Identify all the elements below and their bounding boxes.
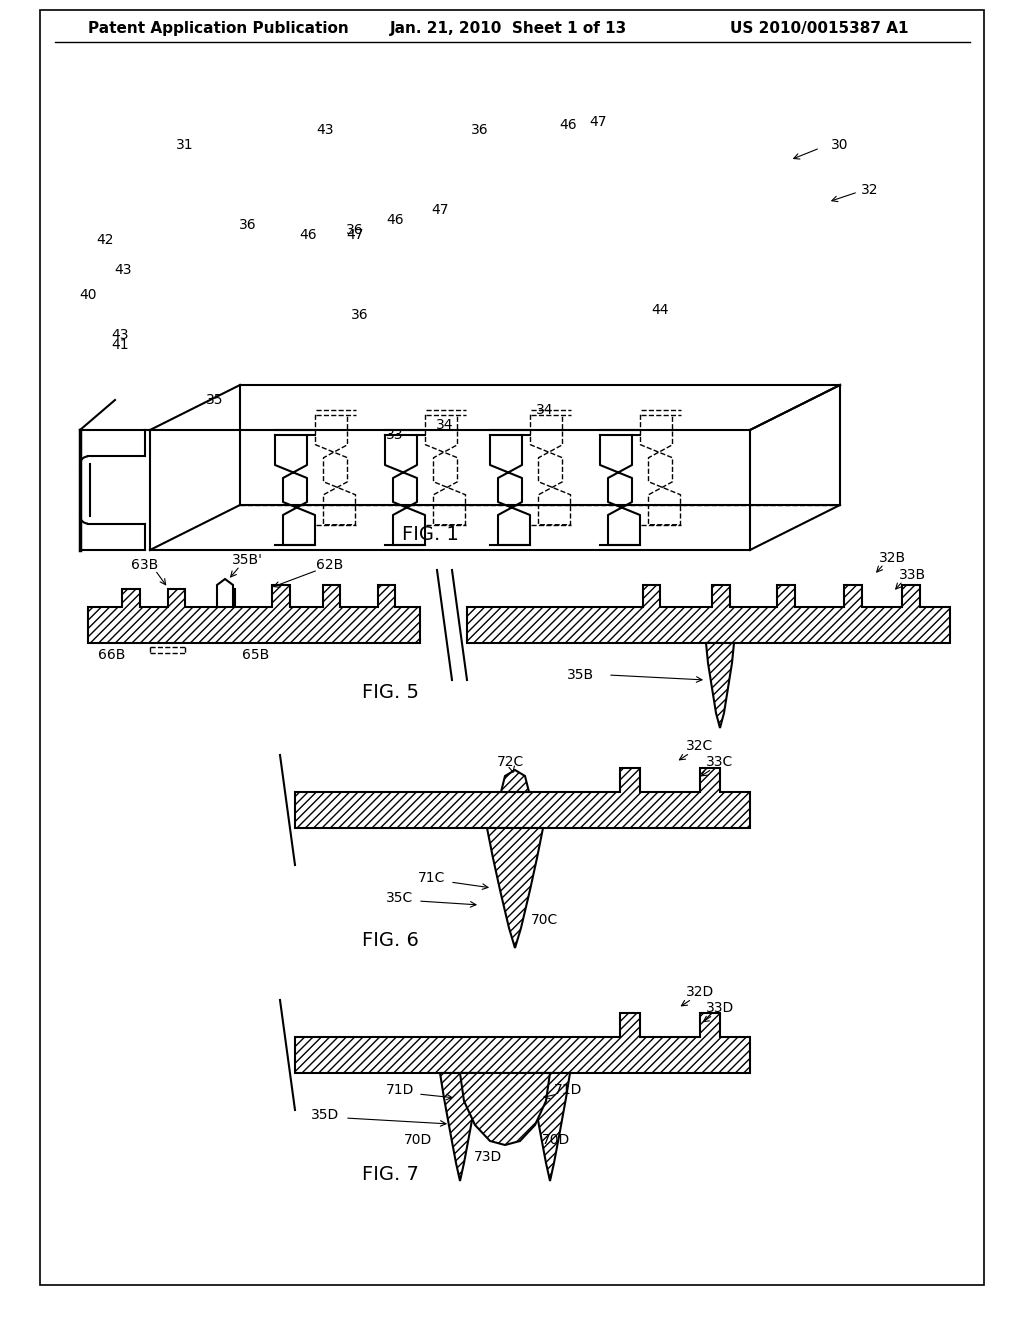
Text: FIG. 6: FIG. 6: [361, 931, 419, 949]
Text: 71D: 71D: [386, 1082, 414, 1097]
Polygon shape: [217, 579, 233, 607]
Text: 31: 31: [176, 139, 194, 152]
Text: 46: 46: [559, 117, 577, 132]
Text: 70C: 70C: [531, 913, 559, 927]
Text: 73D: 73D: [474, 1150, 502, 1164]
Text: 40: 40: [79, 288, 96, 302]
Polygon shape: [487, 828, 543, 948]
Text: 70D: 70D: [403, 1133, 432, 1147]
Text: 44: 44: [651, 304, 669, 317]
Text: 41: 41: [112, 338, 129, 352]
Text: 33B: 33B: [898, 568, 926, 582]
Text: 34: 34: [436, 418, 454, 432]
Text: 32D: 32D: [686, 985, 714, 999]
Text: 47: 47: [431, 203, 449, 216]
Text: 35D: 35D: [311, 1107, 339, 1122]
Text: 35: 35: [206, 393, 224, 407]
Text: 35B: 35B: [566, 668, 594, 682]
Text: 42: 42: [96, 234, 114, 247]
Text: 33: 33: [386, 428, 403, 442]
Text: 36: 36: [240, 218, 257, 232]
Polygon shape: [460, 1073, 550, 1144]
Text: 33C: 33C: [707, 755, 733, 770]
Text: US 2010/0015387 A1: US 2010/0015387 A1: [730, 21, 908, 36]
Text: 71C: 71C: [419, 871, 445, 884]
Polygon shape: [295, 768, 750, 828]
Text: 32B: 32B: [879, 550, 905, 565]
Text: 47: 47: [346, 228, 364, 242]
Polygon shape: [530, 1073, 570, 1181]
Text: 35C: 35C: [386, 891, 414, 906]
Text: FIG. 7: FIG. 7: [361, 1166, 419, 1184]
Text: 35B': 35B': [231, 553, 262, 568]
Text: 46: 46: [386, 213, 403, 227]
Text: 36: 36: [351, 308, 369, 322]
Text: 43: 43: [115, 263, 132, 277]
Text: 72C: 72C: [497, 755, 523, 770]
Text: 34: 34: [537, 403, 554, 417]
Text: Patent Application Publication: Patent Application Publication: [88, 21, 349, 36]
Text: 63B: 63B: [131, 558, 159, 572]
Text: 30: 30: [831, 139, 849, 152]
Text: 47: 47: [589, 115, 607, 129]
Text: 65B: 65B: [243, 648, 269, 663]
Polygon shape: [501, 770, 529, 792]
Text: 70D: 70D: [542, 1133, 570, 1147]
Text: 36: 36: [471, 123, 488, 137]
Polygon shape: [467, 585, 950, 643]
Text: FIG. 1: FIG. 1: [401, 525, 459, 544]
Text: FIG. 5: FIG. 5: [361, 682, 419, 701]
Polygon shape: [295, 1012, 750, 1073]
Text: 43: 43: [112, 327, 129, 342]
Polygon shape: [706, 643, 734, 729]
Text: 36: 36: [346, 223, 364, 238]
Text: 33D: 33D: [706, 1001, 734, 1015]
Text: 32C: 32C: [686, 739, 714, 752]
Polygon shape: [88, 585, 420, 643]
Text: 66B: 66B: [98, 648, 126, 663]
Text: 46: 46: [299, 228, 316, 242]
Text: 71D: 71D: [554, 1082, 583, 1097]
Text: 43: 43: [316, 123, 334, 137]
Polygon shape: [440, 1073, 480, 1181]
Text: 62B: 62B: [316, 558, 344, 572]
Text: 32: 32: [861, 183, 879, 197]
Text: Jan. 21, 2010  Sheet 1 of 13: Jan. 21, 2010 Sheet 1 of 13: [390, 21, 628, 36]
